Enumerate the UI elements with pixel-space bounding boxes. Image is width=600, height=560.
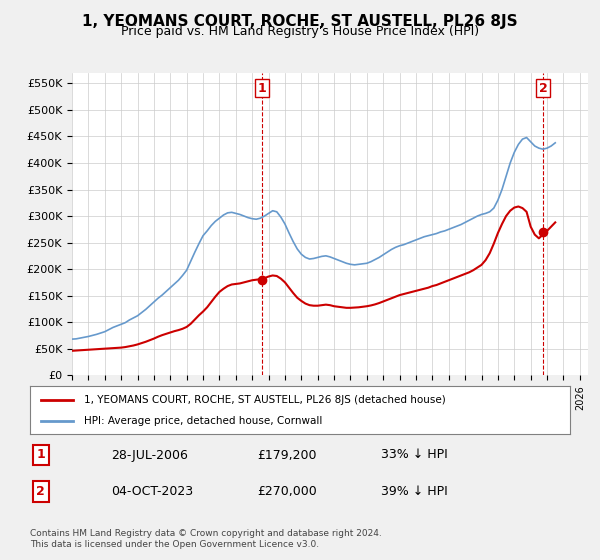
- Text: 04-OCT-2023: 04-OCT-2023: [111, 485, 193, 498]
- Text: Contains HM Land Registry data © Crown copyright and database right 2024.
This d: Contains HM Land Registry data © Crown c…: [30, 529, 382, 549]
- Text: 39% ↓ HPI: 39% ↓ HPI: [381, 485, 448, 498]
- Text: 28-JUL-2006: 28-JUL-2006: [111, 449, 188, 461]
- Text: £179,200: £179,200: [257, 449, 316, 461]
- Text: 2: 2: [37, 485, 45, 498]
- Text: £270,000: £270,000: [257, 485, 317, 498]
- Text: HPI: Average price, detached house, Cornwall: HPI: Average price, detached house, Corn…: [84, 416, 322, 426]
- Text: 1: 1: [37, 449, 45, 461]
- Text: 1, YEOMANS COURT, ROCHE, ST AUSTELL, PL26 8JS (detached house): 1, YEOMANS COURT, ROCHE, ST AUSTELL, PL2…: [84, 395, 446, 405]
- Text: 33% ↓ HPI: 33% ↓ HPI: [381, 449, 448, 461]
- Text: 2: 2: [539, 82, 547, 95]
- Text: 1, YEOMANS COURT, ROCHE, ST AUSTELL, PL26 8JS: 1, YEOMANS COURT, ROCHE, ST AUSTELL, PL2…: [82, 14, 518, 29]
- Text: 1: 1: [257, 82, 266, 95]
- Text: Price paid vs. HM Land Registry's House Price Index (HPI): Price paid vs. HM Land Registry's House …: [121, 25, 479, 38]
